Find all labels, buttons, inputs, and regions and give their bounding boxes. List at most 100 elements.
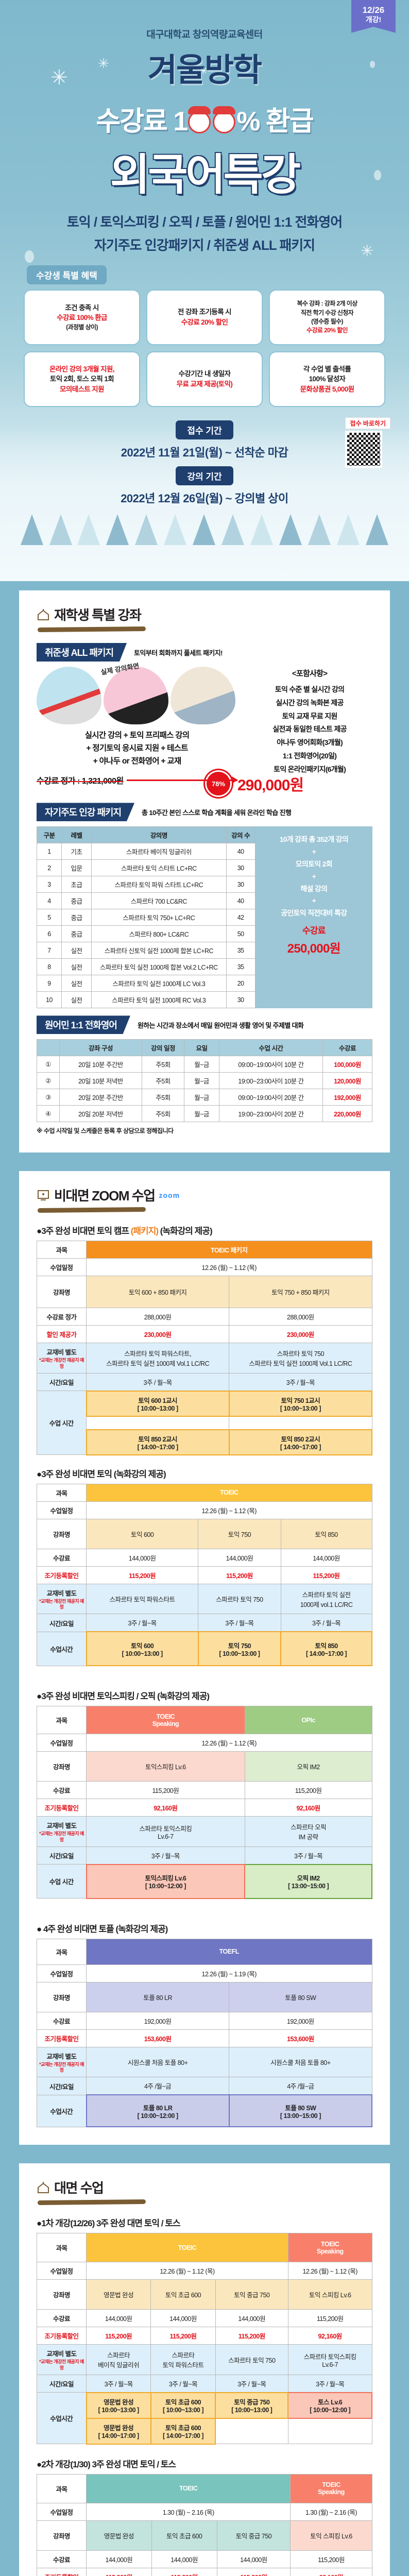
row-label-time: 수업시간 <box>37 2392 87 2445</box>
cell-name: 스파르타 토익 750+ LC+RC <box>91 909 227 926</box>
lecture-thumb <box>171 667 235 724</box>
qr-block[interactable]: 접수 바로하기 <box>345 417 390 468</box>
cell-index: 1 <box>37 843 62 860</box>
book-cell: 스파르타 토익 750 <box>215 2344 288 2375</box>
self-package-table: 구분 레벨 강의명 강의 수 1 기초 스파르타 베이직 잉글리쉬 40 2 입문 스파르… <box>37 826 255 1009</box>
days-cell: 3주 / 월~목 <box>86 2374 151 2393</box>
schedule-value-speaking: 12.26 (월) ~ 1.12 (목) <box>287 2262 372 2280</box>
course-list-line1: 토익 / 토익스피킹 / 오픽 / 토플 / 원어민 1:1 전화영어 <box>66 214 343 230</box>
price-cell: 144,000원 <box>216 2550 291 2568</box>
row-label-discount: 조기등록할인 <box>37 2567 87 2576</box>
book-label: 교재비 별도 <box>46 1349 77 1357</box>
days-cell: 3주 / 월~목 <box>244 1846 372 1865</box>
summary-line: 모의토익 2회 <box>295 859 333 868</box>
includes-title: <포함사항> <box>292 669 328 678</box>
price-cell: 144,000원 <box>280 1548 372 1567</box>
time-cell: 토익 850 2교시 [ 14:00~17:00 ] <box>86 1429 230 1455</box>
benefit-card: 각 수업 별 출석률 100% 달성자 문화상품권 5,000원 <box>269 351 385 407</box>
row-label-book: 교재비 별도 *교재는 개강전 재공지 예정 <box>37 1343 87 1374</box>
all-package-final-price-row: 78% 290,000원 <box>207 772 372 796</box>
discount-cell: 115,200원 <box>150 2327 216 2345</box>
cell-composition: 20일 20분 저녁반 <box>59 1105 142 1123</box>
days-cell: 3주 / 월~목 <box>86 1372 230 1392</box>
book-cell: 시원스쿨 처음 토플 80+ <box>86 2046 230 2078</box>
all-package-left: 실제 강의화면 실시간 강의 + 토익 프리패스 강의 + 정기토익 응시료 지… <box>37 662 238 786</box>
table-row: 시간/요일 4주 /월~금 4주 /월~금 <box>37 2077 372 2095</box>
phone-english-footnote: ※ 수업 시작일 및 스케줄은 등록 후 상담으로 정해집니다 <box>37 1127 174 1135</box>
organization-name: 대구대학교 창의역량교육센터 <box>146 29 263 40</box>
self-package-summary: 10개 강좌 총 352개 강의 + 모의토익 2회 + 해설 강의 + 공인토… <box>255 826 372 1009</box>
camp-table: 과목 TOEIC 패키지 수업일정 12.26 (월) ~ 1.12 (목) 강좌명… <box>37 1241 373 1455</box>
cell-count: 30 <box>226 859 255 877</box>
benefit-line-1b: 직전 학기 수강 신청자 <box>300 309 354 316</box>
table-row: 토익 850 2교시 [ 14:00~17:00 ] 토익 850 2교시 [ 1… <box>37 1429 373 1455</box>
price-cell: 115,200원 <box>287 2309 372 2328</box>
qr-code-icon[interactable] <box>345 431 383 468</box>
summary-fee-value: 250,000원 <box>287 941 341 956</box>
zoom-toefl-heading: ● 4주 완성 비대면 토플 (녹화강의 제공) <box>37 1924 168 1934</box>
table-row: 과목 TOEIC TOEIC Speaking <box>37 2473 372 2503</box>
hero-banner: ✳ ✳ ✳ ✳ 12/26 개강! 대구대학교 창의역량교육센터 겨울방학 수강… <box>0 0 409 581</box>
course-cell: 토익 스피킹 Lv.6 <box>290 2520 372 2551</box>
days-cell: 3주 / 월~목 <box>198 1614 281 1632</box>
course-cell: 토익 중급 750 <box>215 2279 288 2310</box>
phone-english-tagrow: 원어민 1:1 전화영어 원하는 시간과 장소에서 매일 원어민과 생활 영어 … <box>37 1015 372 1035</box>
summary-fee-label: 수강료 <box>302 925 326 936</box>
schedule-value: 12.26 (월) ~ 1.19 (목) <box>86 1964 372 1982</box>
course-cell: 토플 80 LR <box>86 1981 230 2012</box>
schedule-value: 12.26 (월) ~ 1.12 (목) <box>86 1734 372 1752</box>
row-label-book: 교재비 별도 *교재는 개강전 재공지 예정 <box>37 1583 87 1615</box>
benefit-line-2: 무료 교재 제공(토익) <box>176 380 233 388</box>
course-cell: 토익 초급 600 <box>151 2520 217 2551</box>
snowflake-icon: ✳ <box>361 243 374 260</box>
cell-count: 30 <box>226 991 255 1009</box>
course-cell: 토익 750 <box>198 1518 281 1549</box>
cell-schedule: 주5회 <box>142 1105 184 1123</box>
table-row: 수강료 144,000원 144,000원 144,000원 115,200원 <box>37 2550 372 2568</box>
price-cell: 115,200원 <box>244 1781 372 1800</box>
col-composition: 강좌 구성 <box>59 1039 142 1057</box>
price-cell: 144,000원 <box>151 2550 217 2568</box>
table-row: 수업 시간 토익 600 1교시 [ 10:00~13:00 ] 토익 750 1교… <box>37 1390 373 1455</box>
cell-count: 40 <box>226 892 255 910</box>
discount-cell: 230,000원 <box>229 1325 372 1344</box>
table-row: 교재비 별도 *교재는 개강전 재공지 예정 스파르타 토익 파워스타트 스파르타… <box>37 1583 372 1615</box>
cell-count: 30 <box>226 876 255 893</box>
zoom-logo: zoom <box>159 1191 180 1199</box>
row-label-schedule: 수업일정 <box>37 2502 87 2521</box>
table-row: 4 중급 스파르타 700 LC&RC 40 <box>37 892 255 910</box>
section-underline <box>37 626 146 633</box>
time-cell-empty <box>287 2418 372 2445</box>
snow-ground <box>0 427 409 581</box>
time-cell: 토익 600 [ 10:00~13:00 ] <box>86 1631 199 1667</box>
include-item: 토익 교재 무료 지원 <box>282 711 338 720</box>
cell-fee: 120,000원 <box>322 1072 372 1090</box>
summary-line: 해설 강의 <box>300 884 328 893</box>
row-label-days: 시간/요일 <box>37 1372 87 1392</box>
time-cell: 토익 750 [ 10:00~13:00 ] <box>197 1631 282 1667</box>
benefit-section-tag: 수강생 특별 혜택 <box>27 265 107 284</box>
days-cell: 3주 / 월~목 <box>215 2374 288 2393</box>
row-label-price: 수강료 <box>37 1548 87 1567</box>
cell-time: 19:00~23:00사이 10분 간 <box>219 1072 323 1090</box>
open-date-ribbon: 12/26 개강! <box>351 0 396 33</box>
zoom-toeic-table: 과목 TOEIC 수업일정 12.26 (월) ~ 1.12 (목) 강좌명 토익 6… <box>37 1483 372 1667</box>
benefit-line-1: 조건 충족 시 <box>65 303 99 312</box>
book-note: *교재는 개강전 재공지 예정 <box>39 2359 84 2370</box>
course-cell: 토익스피킹 Lv.6 <box>86 1751 245 1782</box>
benefit-line-1b: 100% 달성자 <box>309 375 346 383</box>
time-cell: 토익 중급 750 [ 10:00~13:00 ] <box>215 2392 289 2419</box>
subject-header: TOEIC 패키지 <box>86 1241 372 1259</box>
summary-line: 공인토익 직전대비 특강 <box>281 909 347 918</box>
time-cell: 토플 80 SW [ 13:00~15:00 ] <box>228 2094 373 2128</box>
table-row: 수강료 144,000원 144,000원 144,000원 <box>37 1548 372 1567</box>
time-cell: 토플 80 LR [ 10:00~12:00 ] <box>86 2094 230 2128</box>
course-cell: 토플 80 SW <box>229 1981 372 2012</box>
ribbon-date: 12/26 <box>362 5 385 15</box>
santa-icon <box>188 106 211 133</box>
course-cell: 토익 초급 600 <box>150 2279 216 2310</box>
benefit-card-grid: 조건 충족 시 수강료 100% 환급 (과정별 상이) 전 강좌 조기등록 시… <box>0 284 409 407</box>
summary-plus: + <box>312 896 316 905</box>
refund-text-left: 수강료 1 <box>96 107 188 137</box>
discount-cell: 153,600원 <box>86 2029 230 2047</box>
